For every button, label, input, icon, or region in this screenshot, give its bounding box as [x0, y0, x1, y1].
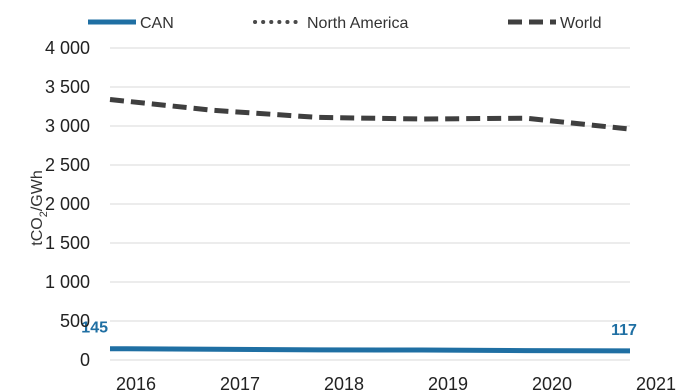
y-axis-label-main: tCO — [29, 217, 46, 245]
legend: CAN North America World — [88, 15, 602, 32]
y-tick-label: 1 500 — [45, 233, 90, 253]
data-label: 117 — [611, 322, 637, 339]
y-axis-label-sub: 2 — [38, 211, 50, 217]
x-axis-ticks: 2016 2017 2018 2019 2020 2021 — [116, 374, 676, 392]
gridlines — [110, 47, 630, 361]
y-tick-label: 0 — [80, 350, 90, 370]
y-tick-label: 2 000 — [45, 194, 90, 214]
y-tick-label: 4 000 — [45, 38, 90, 58]
series-layer — [109, 97, 631, 354]
series-line-can — [109, 346, 631, 354]
legend-label-world: World — [560, 15, 602, 32]
y-axis-label: tCO2/GWh — [29, 170, 50, 245]
x-tick-label: 2021 — [636, 374, 676, 392]
x-tick-label: 2019 — [428, 374, 468, 392]
legend-label-can: CAN — [140, 15, 174, 32]
y-tick-label: 2 500 — [45, 155, 90, 175]
y-tick-label: 500 — [60, 311, 90, 331]
labels-layer: 145 117 — [81, 320, 637, 339]
x-tick-label: 2017 — [220, 374, 260, 392]
y-tick-label: 3 500 — [45, 77, 90, 97]
legend-label-north-america: North America — [307, 15, 408, 32]
data-label: 145 — [81, 320, 108, 337]
x-tick-label: 2020 — [532, 374, 572, 392]
y-axis-label-rest: /GWh — [29, 170, 46, 211]
y-tick-label: 3 000 — [45, 116, 90, 136]
x-tick-label: 2018 — [324, 374, 364, 392]
series-line-world — [109, 97, 631, 132]
x-tick-label: 2016 — [116, 374, 156, 392]
y-tick-label: 1 000 — [45, 272, 90, 292]
y-axis-ticks: 0 500 1 000 1 500 2 000 2 500 3 000 3 500 4 000 — [45, 38, 90, 370]
